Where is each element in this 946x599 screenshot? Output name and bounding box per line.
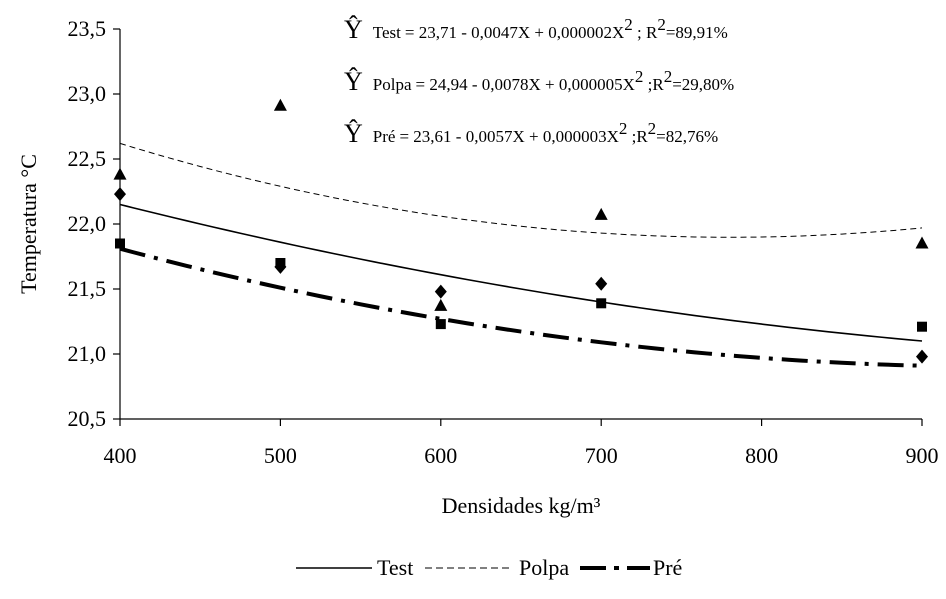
x-tick-label: 900 — [906, 443, 939, 468]
y-hat-symbol: Ŷ — [344, 67, 363, 96]
y-tick-label: 22,0 — [68, 211, 107, 236]
equation-formula: = 23,61 - 0,0057X + 0,000003X — [399, 127, 618, 146]
point-test — [434, 284, 447, 299]
y-tick-label: 21,0 — [68, 341, 107, 366]
equation-exponent: 2 — [635, 67, 644, 86]
point-pre — [435, 319, 446, 330]
equation-exponent: 2 — [624, 15, 633, 34]
y-hat-symbol: Ŷ — [344, 15, 363, 44]
y-hat-symbol: Ŷ — [344, 119, 363, 148]
equations: Ŷ Test = 23,71 - 0,0047X + 0,000002X2 ; R2… — [344, 15, 734, 148]
curve-pre — [119, 246, 923, 368]
equation-r2-value: =29,80% — [672, 75, 734, 94]
point-pre — [115, 238, 125, 249]
point-pre — [275, 258, 286, 268]
legend-label: Test — [377, 555, 413, 580]
y-tick-label: 23,0 — [68, 81, 107, 106]
point-pre — [596, 298, 607, 309]
legend-label: Pré — [653, 555, 682, 580]
equation-exponent: 2 — [619, 119, 628, 138]
curve-polpa — [119, 142, 923, 238]
equation-r2-exponent: 2 — [657, 15, 666, 34]
point-test — [595, 276, 608, 291]
point-pre — [917, 321, 927, 332]
equation-r2-exponent: 2 — [648, 119, 657, 138]
equation-label: Pré — [373, 127, 396, 146]
y-tick-label: 22,5 — [68, 146, 107, 171]
point-polpa — [113, 167, 127, 180]
equation-label: Polpa — [373, 75, 412, 94]
point-test — [114, 187, 126, 202]
equation-polpa: Ŷ Polpa = 24,94 - 0,0078X + 0,000005X2 ;R2… — [344, 67, 734, 96]
point-polpa — [594, 207, 608, 220]
data-points — [113, 98, 929, 364]
tick-marks: 20,5 21,0 21,5 22,0 22,5 23,0 23,5 400 500 600 700… — [68, 16, 939, 468]
point-polpa — [273, 98, 287, 111]
equation-r2-exponent: 2 — [664, 67, 673, 86]
equation-label: Test — [373, 23, 401, 42]
legend: Test Polpa Pré — [296, 555, 682, 580]
equation-r2-prefix: ;R — [643, 75, 664, 94]
equation-test: Ŷ Test = 23,71 - 0,0047X + 0,000002X2 ; R2… — [344, 15, 728, 44]
x-tick-label: 500 — [264, 443, 297, 468]
equation-r2-value: =89,91% — [666, 23, 728, 42]
point-polpa — [434, 298, 448, 311]
y-axis-title: Temperatura °C — [16, 154, 41, 294]
x-tick-label: 600 — [424, 443, 457, 468]
point-test — [916, 349, 928, 364]
fitted-curves — [119, 142, 923, 368]
x-axis-title: Densidades kg/m³ — [442, 493, 601, 518]
x-tick-label: 400 — [104, 443, 137, 468]
equation-formula: = 24,94 - 0,0078X + 0,000005X — [416, 75, 635, 94]
equation-pre: Ŷ Pré = 23,61 - 0,0057X + 0,000003X2 ;R2=8… — [344, 119, 718, 148]
x-tick-label: 800 — [745, 443, 778, 468]
equation-formula: = 23,71 - 0,0047X + 0,000002X — [405, 23, 624, 42]
x-tick-label: 700 — [585, 443, 618, 468]
equation-r2-value: =82,76% — [656, 127, 718, 146]
y-tick-label: 23,5 — [68, 16, 107, 41]
point-polpa — [915, 236, 929, 249]
y-tick-label: 20,5 — [68, 406, 107, 431]
curve-test — [119, 203, 923, 342]
y-tick-label: 21,5 — [68, 276, 107, 301]
equation-r2-prefix: ;R — [627, 127, 648, 146]
legend-label: Polpa — [519, 555, 569, 580]
equation-r2-prefix: ; R — [633, 23, 658, 42]
